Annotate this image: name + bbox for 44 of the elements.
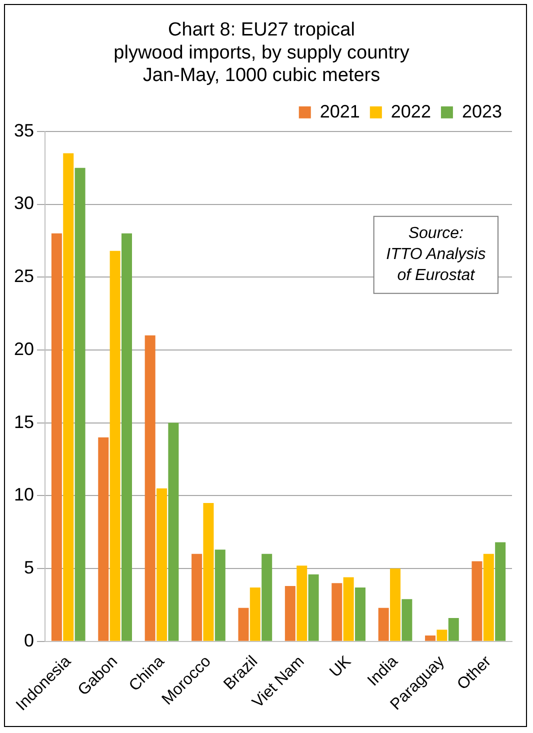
legend-label: 2023 (462, 101, 502, 122)
y-tick-label: 15 (14, 412, 34, 432)
y-tick-label: 35 (14, 120, 34, 140)
y-tick-label: 0 (24, 630, 34, 650)
bar (192, 554, 202, 641)
bar (472, 561, 482, 641)
bar (238, 608, 249, 641)
bar (98, 437, 109, 641)
x-tick-label: UK (326, 652, 355, 681)
bar (483, 554, 494, 641)
bar (296, 566, 308, 641)
bar (168, 422, 179, 641)
bar (332, 583, 342, 641)
legend-label: 2022 (390, 101, 431, 122)
bar (308, 574, 319, 641)
bar (74, 168, 86, 641)
bar (63, 153, 74, 641)
bar (121, 233, 132, 641)
bar (51, 233, 62, 641)
bar (378, 608, 389, 641)
bar (284, 586, 296, 641)
bar (354, 587, 366, 641)
bar (390, 568, 401, 641)
y-tick-label: 20 (14, 338, 34, 359)
y-tick-label: 25 (14, 266, 34, 286)
bar (495, 542, 506, 641)
bar (262, 554, 272, 641)
bar (425, 636, 436, 641)
legend-label: 2021 (320, 101, 360, 122)
bar (203, 502, 214, 641)
bar (110, 250, 120, 641)
bar (448, 618, 459, 641)
chart-title: Chart 8: EU27 tropical plywood imports, by supply country Jan-May, 1000 cubic meters (114, 20, 410, 86)
bar (402, 599, 412, 641)
bar (214, 550, 226, 641)
y-tick-label: 30 (14, 193, 34, 214)
bar (250, 587, 260, 641)
bar (156, 488, 168, 641)
y-tick-label: 5 (24, 557, 34, 578)
y-tick-label: 10 (14, 484, 34, 505)
bar (144, 335, 156, 641)
bar (436, 630, 448, 641)
annotation: Source: ITTO Analysis of Eurostat (386, 224, 486, 284)
bar (343, 577, 354, 641)
